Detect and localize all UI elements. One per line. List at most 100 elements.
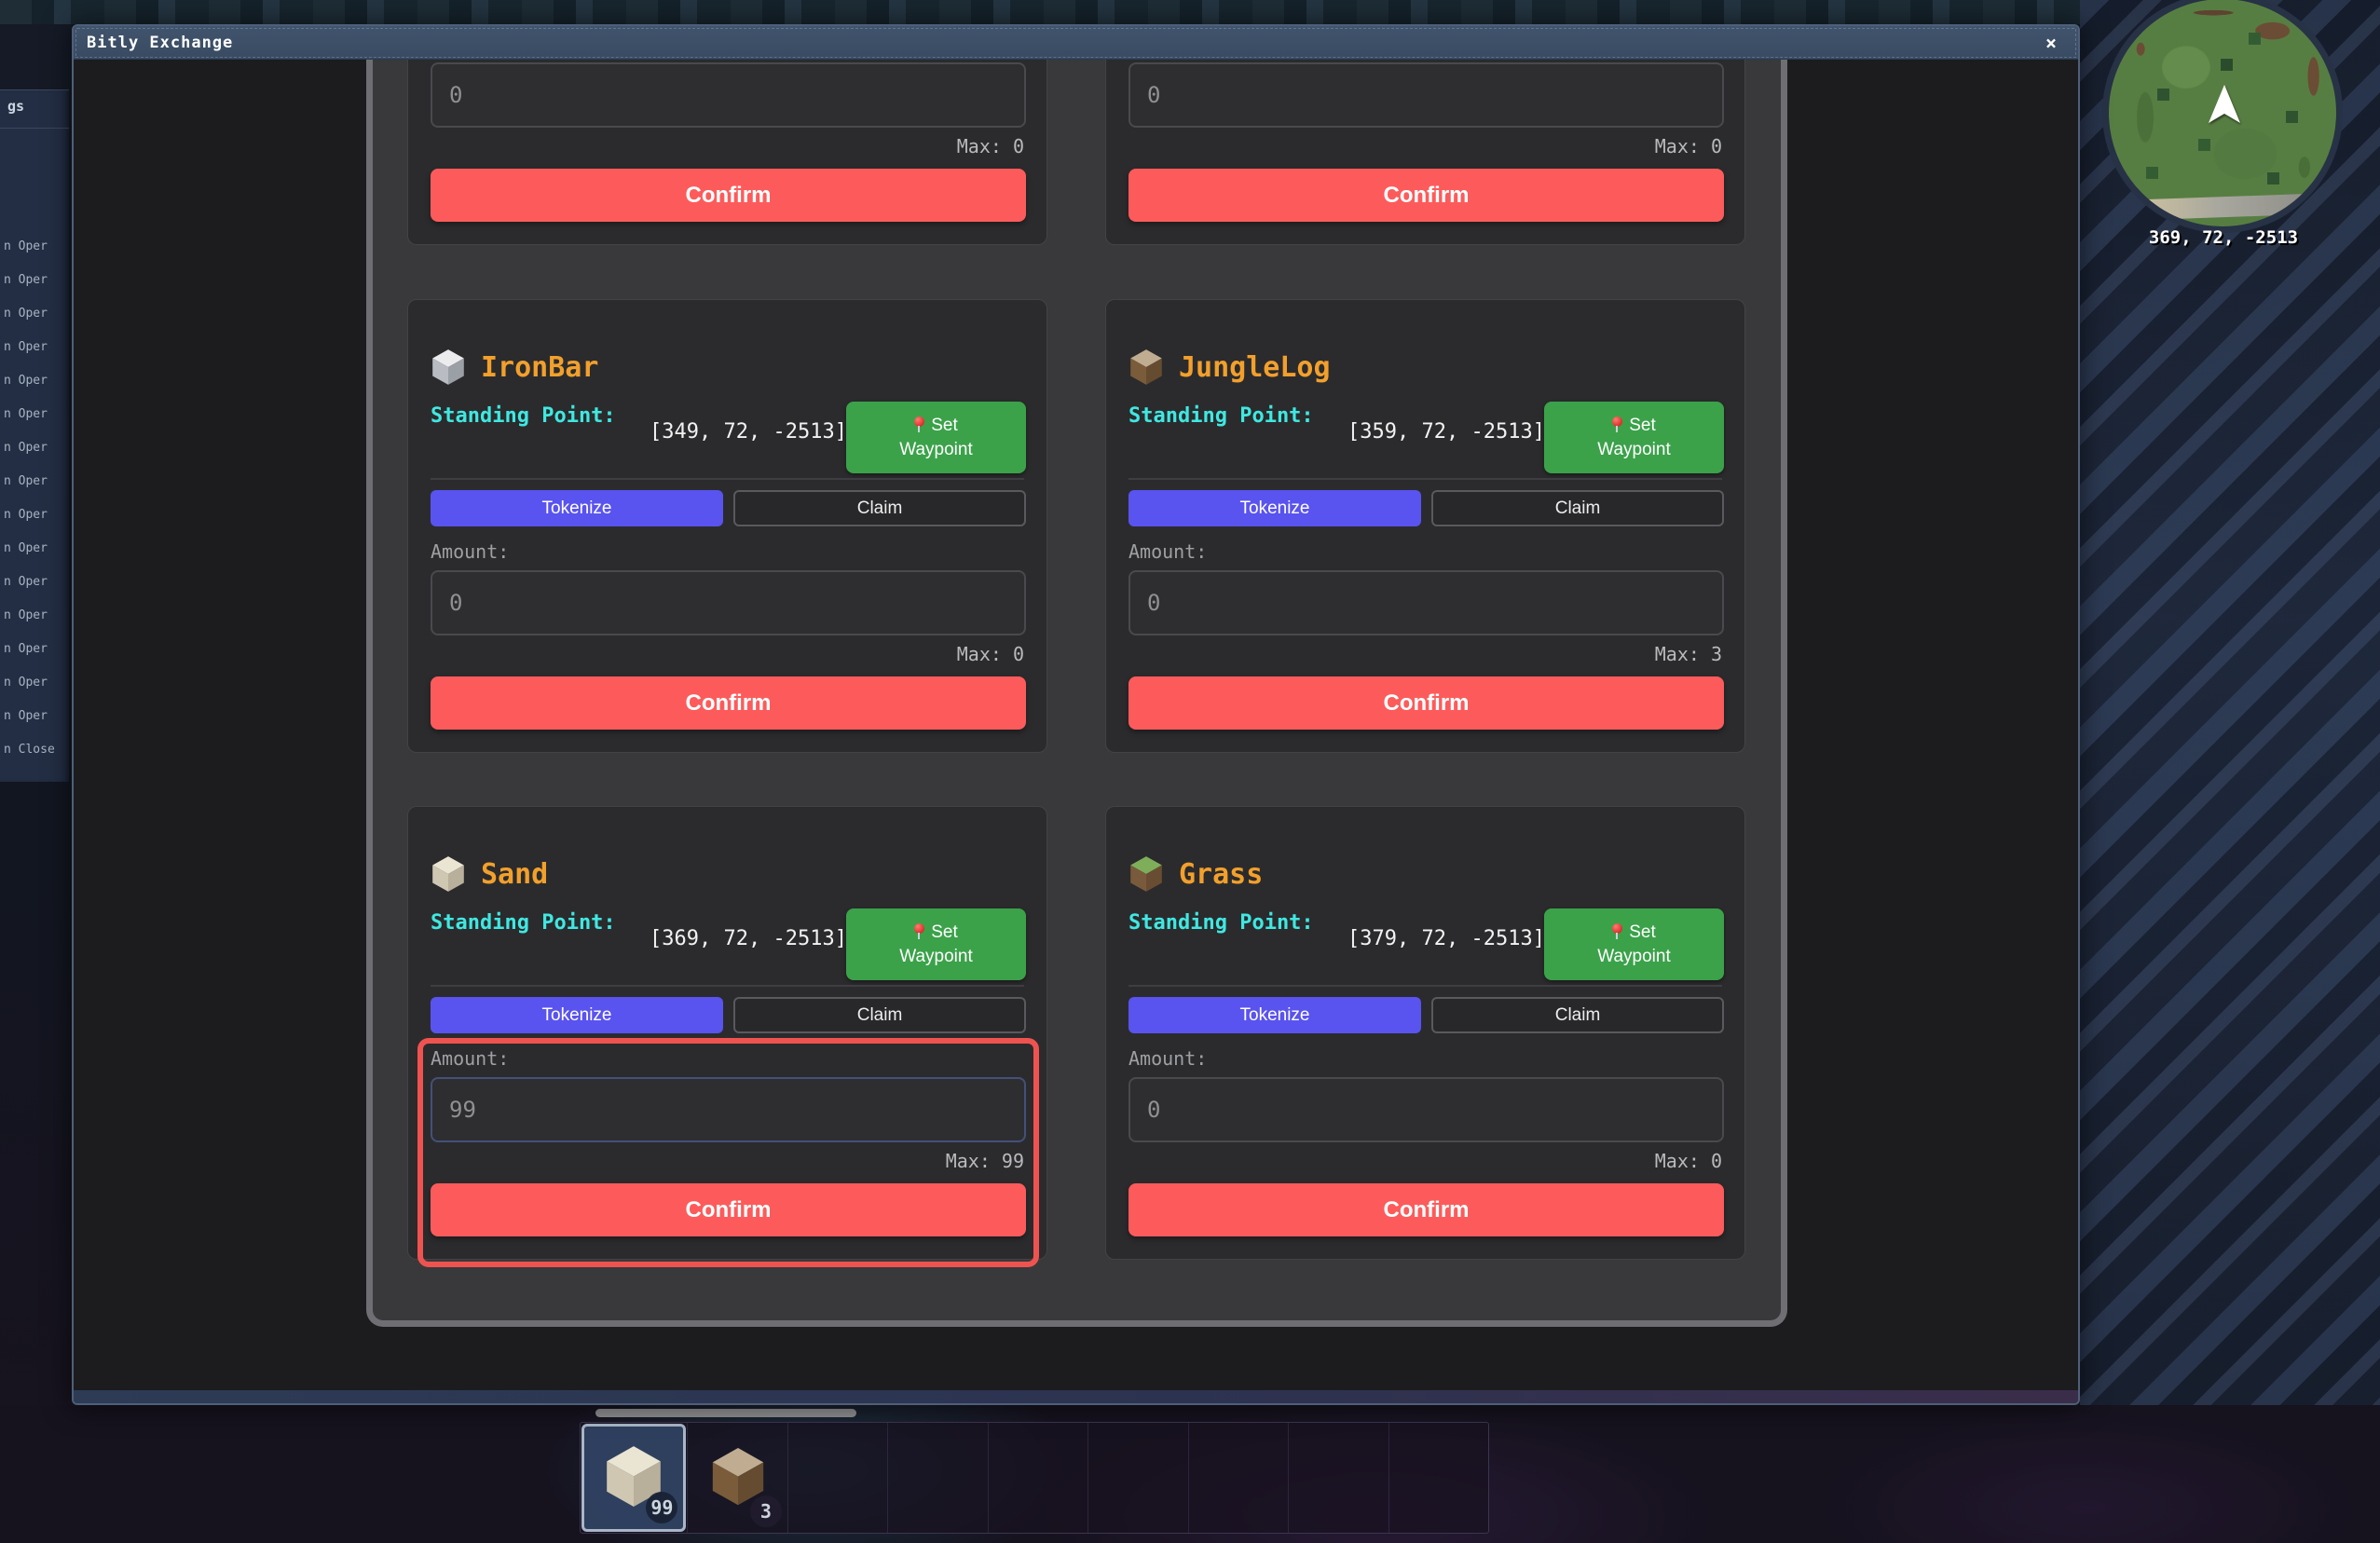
sidebar-item[interactable]: n Oper bbox=[4, 508, 48, 522]
exchange-scroll-panel: Max: 0 Confirm Max: 0 Confirm bbox=[366, 60, 1787, 1327]
set-waypoint-button[interactable]: Set Waypoint bbox=[1544, 402, 1724, 473]
card-divider bbox=[1128, 985, 1722, 987]
waypoint-label-line2: Waypoint bbox=[899, 439, 973, 459]
hotbar-slot-1[interactable]: 99 bbox=[581, 1424, 687, 1532]
background-treeline bbox=[0, 0, 2380, 24]
sidebar-item[interactable]: n Oper bbox=[4, 676, 48, 690]
tokenize-tab[interactable]: Tokenize bbox=[1128, 997, 1421, 1033]
confirm-button[interactable]: Confirm bbox=[1128, 1183, 1724, 1236]
confirm-button[interactable]: Confirm bbox=[1128, 676, 1724, 730]
card-title: IronBar bbox=[481, 350, 599, 384]
waypoint-pin-icon bbox=[1612, 416, 1623, 432]
sidebar-item[interactable]: n Oper bbox=[4, 340, 48, 354]
hotbar-slot-5[interactable] bbox=[987, 1423, 1087, 1533]
sidebar-item-close[interactable]: n Close bbox=[4, 743, 55, 757]
minimap bbox=[2102, 0, 2343, 233]
card-divider bbox=[1128, 478, 1722, 480]
player-arrow-icon bbox=[2209, 85, 2240, 123]
standing-point-label: Standing Point: bbox=[1128, 404, 1314, 428]
sidebar-item[interactable]: n Oper bbox=[4, 709, 48, 723]
sand-block-icon bbox=[431, 854, 466, 894]
hotbar-slot-9[interactable] bbox=[1388, 1423, 1488, 1533]
standing-point-label: Standing Point: bbox=[431, 911, 616, 935]
card-divider bbox=[431, 478, 1024, 480]
window-title: Bitly Exchange bbox=[87, 34, 234, 52]
card-ironbar: IronBar Standing Point: [349, 72, -2513]… bbox=[407, 299, 1047, 753]
confirm-button[interactable]: Confirm bbox=[1128, 169, 1724, 222]
window-titlebar[interactable]: Bitly Exchange × bbox=[74, 26, 2078, 60]
waypoint-label-line1: Set bbox=[1629, 922, 1656, 942]
confirm-button[interactable]: Confirm bbox=[431, 169, 1026, 222]
sidebar-item[interactable]: n Oper bbox=[4, 575, 48, 589]
max-label: Max: 0 bbox=[1654, 135, 1722, 157]
claim-tab[interactable]: Claim bbox=[1431, 490, 1724, 526]
set-waypoint-button[interactable]: Set Waypoint bbox=[846, 402, 1026, 473]
standing-point-coords: [359, 72, -2513] bbox=[1347, 420, 1545, 444]
waypoint-pin-icon bbox=[914, 416, 925, 432]
sidebar-item[interactable]: n Oper bbox=[4, 608, 48, 622]
standing-point-label: Standing Point: bbox=[431, 404, 616, 428]
standing-point-label: Standing Point: bbox=[1128, 911, 1314, 935]
sidebar-item[interactable]: n Oper bbox=[4, 307, 48, 321]
card-partial-right: Max: 0 Confirm bbox=[1105, 60, 1745, 245]
bitly-exchange-window: Bitly Exchange × Max: 0 Confirm Max: 0 C… bbox=[72, 24, 2080, 1405]
amount-label: Amount: bbox=[431, 1047, 510, 1070]
card-grass: Grass Standing Point: [379, 72, -2513] S… bbox=[1105, 806, 1745, 1260]
claim-tab[interactable]: Claim bbox=[1431, 997, 1724, 1033]
sidebar-item[interactable]: n Oper bbox=[4, 407, 48, 421]
sidebar-item[interactable]: n Oper bbox=[4, 374, 48, 388]
sidebar-item[interactable]: n Oper bbox=[4, 642, 48, 656]
hotbar-slot-8[interactable] bbox=[1288, 1423, 1388, 1533]
set-waypoint-button[interactable]: Set Waypoint bbox=[1544, 908, 1724, 980]
tokenize-tab[interactable]: Tokenize bbox=[1128, 490, 1421, 526]
sidebar-item[interactable]: n Oper bbox=[4, 273, 48, 287]
sidebar-list: n Oper n Oper n Oper n Oper n Oper n Ope… bbox=[0, 230, 69, 767]
sidebar-divider bbox=[0, 128, 69, 129]
max-label: Max: 0 bbox=[956, 643, 1024, 665]
max-label: Max: 99 bbox=[945, 1150, 1024, 1172]
sidebar-panel: gs n Oper n Oper n Oper n Oper n Oper n … bbox=[0, 89, 69, 782]
confirm-button[interactable]: Confirm bbox=[431, 1183, 1026, 1236]
sidebar-header: gs bbox=[7, 98, 25, 115]
hotbar-slot-3[interactable] bbox=[786, 1423, 887, 1533]
item-count-badge: 3 bbox=[749, 1495, 782, 1527]
card-sand: Sand Standing Point: [369, 72, -2513] Se… bbox=[407, 806, 1047, 1267]
tokenize-tab[interactable]: Tokenize bbox=[431, 490, 723, 526]
amount-label: Amount: bbox=[1128, 540, 1208, 563]
amount-input[interactable] bbox=[1128, 570, 1724, 635]
amount-input[interactable] bbox=[431, 62, 1026, 128]
item-count-badge: 99 bbox=[646, 1492, 678, 1523]
sidebar-item[interactable]: n Oper bbox=[4, 541, 48, 555]
hotbar: 99 3 bbox=[580, 1422, 1489, 1534]
sidebar-item[interactable]: n Oper bbox=[4, 239, 48, 253]
hotbar-slot-7[interactable] bbox=[1187, 1423, 1288, 1533]
waypoint-pin-icon bbox=[1612, 922, 1623, 939]
waypoint-pin-icon bbox=[914, 922, 925, 939]
card-title: JungleLog bbox=[1179, 350, 1331, 384]
confirm-button[interactable]: Confirm bbox=[431, 676, 1026, 730]
claim-tab[interactable]: Claim bbox=[733, 997, 1026, 1033]
hotbar-slot-4[interactable] bbox=[887, 1423, 987, 1533]
background-terrain-right bbox=[2080, 0, 2380, 1543]
amount-label: Amount: bbox=[431, 540, 510, 563]
claim-tab[interactable]: Claim bbox=[733, 490, 1026, 526]
hotbar-slot-2[interactable]: 3 bbox=[687, 1423, 786, 1533]
card-divider bbox=[431, 985, 1024, 987]
amount-input[interactable] bbox=[431, 1077, 1026, 1142]
set-waypoint-button[interactable]: Set Waypoint bbox=[846, 908, 1026, 980]
sidebar-item[interactable]: n Oper bbox=[4, 474, 48, 488]
sidebar-item[interactable]: n Oper bbox=[4, 441, 48, 455]
card-partial-left: Max: 0 Confirm bbox=[407, 60, 1047, 245]
amount-input[interactable] bbox=[1128, 62, 1724, 128]
close-icon[interactable]: × bbox=[2039, 31, 2063, 55]
max-label: Max: 0 bbox=[956, 135, 1024, 157]
waypoint-label-line2: Waypoint bbox=[1597, 946, 1671, 966]
horizontal-scrollbar-thumb[interactable] bbox=[595, 1409, 856, 1417]
amount-input[interactable] bbox=[431, 570, 1026, 635]
waypoint-label-line2: Waypoint bbox=[1597, 439, 1671, 459]
waypoint-label-line1: Set bbox=[931, 922, 958, 942]
max-label: Max: 0 bbox=[1654, 1150, 1722, 1172]
tokenize-tab[interactable]: Tokenize bbox=[431, 997, 723, 1033]
hotbar-slot-6[interactable] bbox=[1087, 1423, 1187, 1533]
amount-input[interactable] bbox=[1128, 1077, 1724, 1142]
